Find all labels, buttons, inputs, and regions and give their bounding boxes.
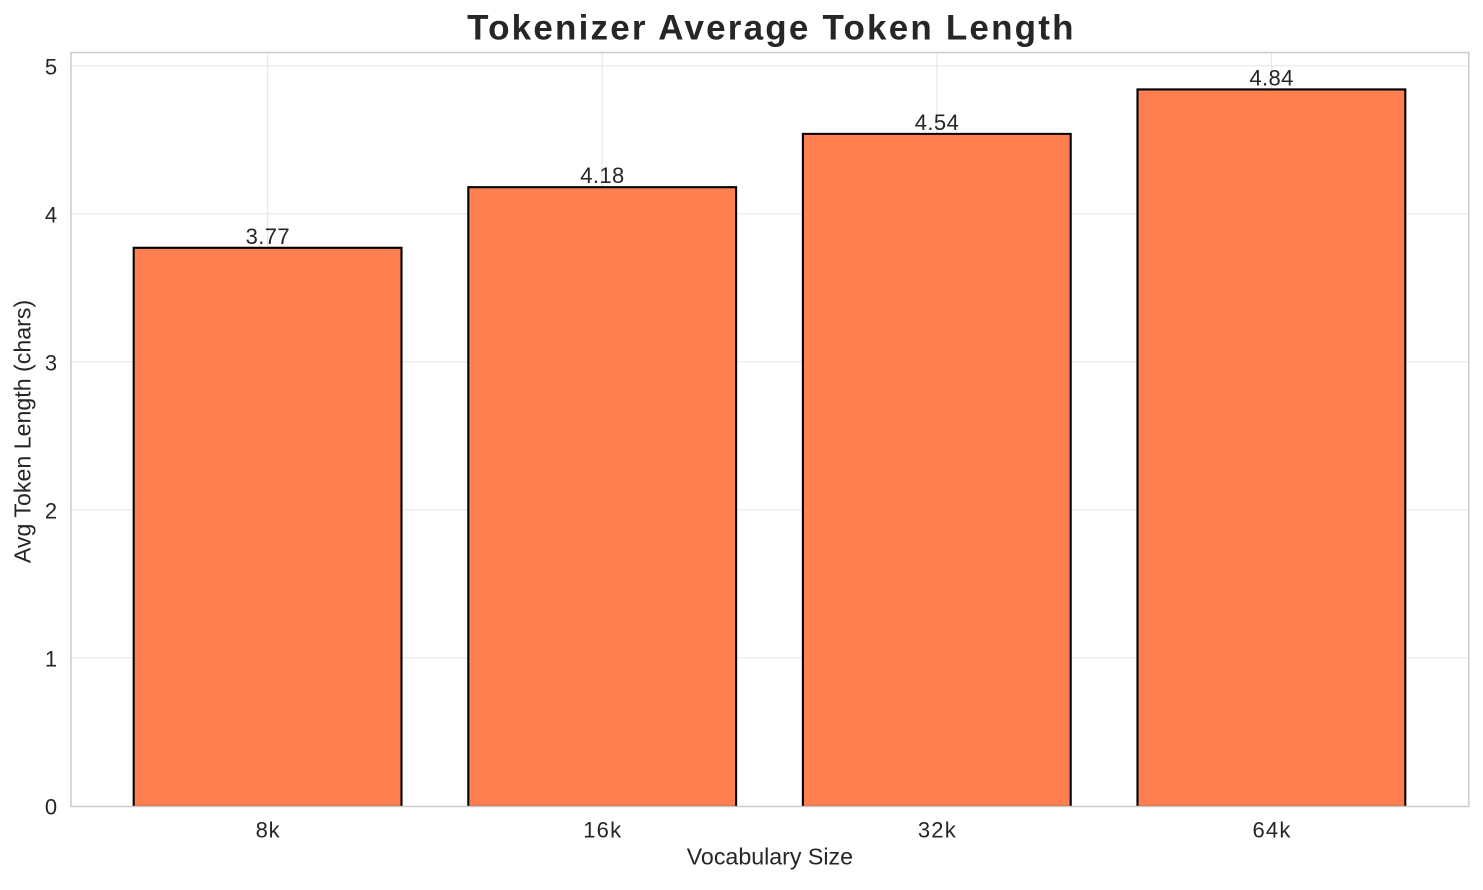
svg-text:1: 1 (45, 646, 57, 671)
svg-text:4: 4 (45, 202, 57, 227)
svg-text:64k: 64k (1252, 818, 1291, 843)
svg-text:3: 3 (45, 350, 57, 375)
svg-text:32k: 32k (918, 818, 957, 843)
svg-text:4.54: 4.54 (915, 110, 959, 135)
svg-text:0: 0 (45, 794, 57, 819)
svg-text:4.84: 4.84 (1249, 65, 1293, 90)
svg-text:Tokenizer Average Token Length: Tokenizer Average Token Length (467, 9, 1076, 48)
svg-text:4.18: 4.18 (580, 163, 624, 188)
svg-text:Avg Token Length (chars): Avg Token Length (chars) (10, 300, 36, 563)
svg-text:3.77: 3.77 (246, 224, 290, 249)
svg-text:Vocabulary Size: Vocabulary Size (687, 843, 853, 869)
svg-text:8k: 8k (256, 818, 281, 843)
svg-text:5: 5 (45, 54, 57, 79)
svg-text:2: 2 (45, 498, 57, 523)
svg-text:16k: 16k (583, 818, 622, 843)
